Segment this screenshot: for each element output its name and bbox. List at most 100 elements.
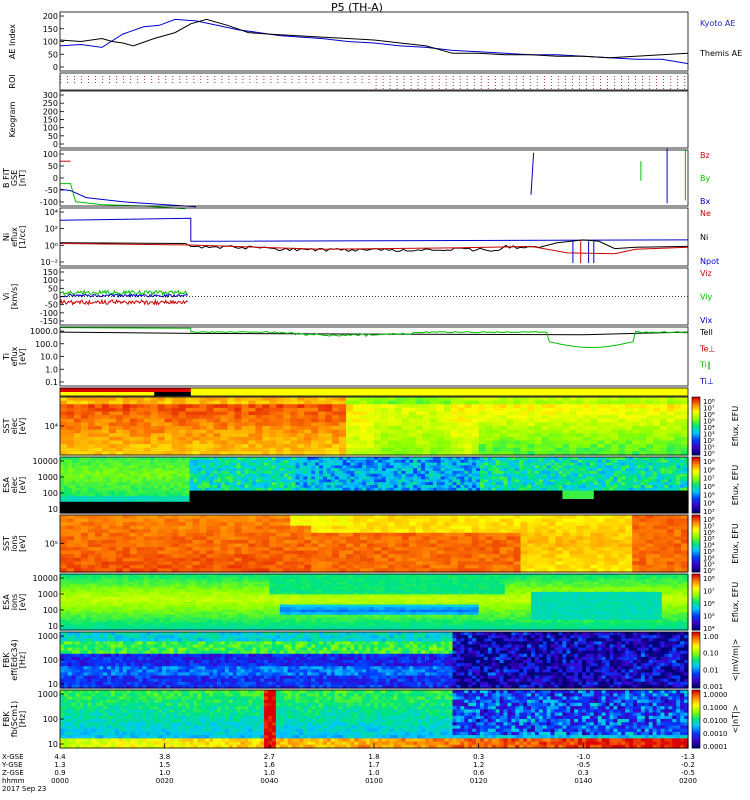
spectrogram-cell — [381, 487, 387, 492]
spectrogram-cell — [640, 457, 646, 461]
spectrogram-cell — [464, 436, 473, 442]
spectrogram-cell — [499, 418, 508, 423]
spectrogram-cell — [291, 465, 297, 469]
spectrogram-cell — [550, 473, 556, 478]
spectrogram-cell — [260, 485, 265, 489]
spectrogram-cell — [519, 501, 524, 506]
spectrogram-cell — [319, 462, 324, 466]
spectrogram-cell — [173, 485, 179, 489]
spectrogram-cell — [605, 473, 611, 478]
spectrogram-cell — [456, 504, 461, 508]
spectrogram-cell — [562, 397, 570, 402]
spectrogram-cell — [648, 473, 654, 478]
spectrogram-cell — [483, 468, 489, 472]
spectrogram-cell — [217, 487, 222, 492]
spectrogram-cell — [542, 496, 548, 500]
spectrogram-cell — [213, 487, 218, 492]
spectrogram-cell — [562, 407, 570, 413]
spectrogram-cell — [60, 515, 68, 520]
spectrogram-cell — [339, 404, 347, 409]
spectrogram-cell — [353, 440, 361, 445]
spectrogram-cell — [648, 496, 654, 500]
spectrogram-cell — [527, 485, 532, 489]
spectrogram-cell — [582, 465, 587, 469]
spectrogram-cell — [205, 490, 210, 494]
spectrogram-cell — [523, 499, 528, 503]
spectrogram-cell — [425, 482, 430, 486]
spectrogram-cell — [541, 400, 550, 405]
spectrogram-cell — [143, 404, 152, 409]
spectrogram-cell — [519, 473, 524, 478]
spectrogram-cell — [456, 482, 461, 486]
spectrogram-cell — [322, 510, 328, 514]
spectrogram-cell — [350, 507, 355, 511]
spectrogram-cell — [177, 476, 183, 480]
spectrogram-cell — [409, 507, 414, 511]
spectrogram-cell — [173, 471, 179, 475]
spectrogram-cell — [154, 504, 159, 508]
spectrogram-cell — [511, 487, 516, 492]
spectrogram-cell — [108, 429, 117, 434]
spectrogram-cell — [297, 400, 305, 405]
spectrogram-cell — [582, 457, 587, 461]
spectrogram-cell — [87, 499, 92, 503]
spectrogram-cell — [464, 457, 469, 461]
spectrogram-cell — [381, 482, 387, 486]
spectrogram-cell — [126, 507, 132, 511]
spectrogram-cell — [311, 471, 316, 475]
spectrogram-cell — [585, 468, 591, 472]
spectrogram-cell — [680, 468, 685, 472]
spectrogram-cell — [307, 471, 312, 475]
spectrogram-cell — [546, 490, 552, 494]
spectrogram-cell — [248, 444, 256, 449]
spectrogram-cell — [354, 468, 359, 472]
spectrogram-cell — [578, 459, 583, 464]
spectrogram-cell — [520, 418, 529, 423]
spectrogram-cell — [304, 429, 312, 434]
spectrogram-cell — [354, 501, 359, 506]
spectrogram-cell — [326, 490, 332, 494]
spectrogram-cell — [236, 476, 242, 480]
spectrogram-cell — [613, 479, 618, 483]
spectrogram-cell — [676, 510, 681, 514]
spectrogram-cell — [189, 468, 195, 472]
spectrogram-cell — [122, 426, 131, 431]
spectrogram-cell — [171, 557, 180, 562]
spectrogram-cell — [291, 471, 297, 475]
spectrogram-cell — [330, 482, 336, 486]
spectrogram-cell — [150, 444, 159, 449]
spectrogram-cell — [95, 499, 100, 503]
spectrogram-cell — [192, 415, 201, 420]
spectrogram-cell — [538, 465, 544, 469]
spectrogram-cell — [660, 426, 668, 431]
spectrogram-cell — [283, 436, 291, 442]
spectrogram-cell — [291, 496, 297, 500]
spectrogram-cell — [656, 459, 662, 464]
spectrogram-cell — [644, 507, 650, 511]
spectrogram-cell — [374, 459, 379, 464]
spectrogram-cell — [636, 465, 642, 469]
spectrogram-cell — [360, 397, 368, 402]
spectrogram-cell — [636, 459, 642, 464]
spectrogram-cell — [609, 462, 615, 466]
spectrogram-cell — [162, 459, 167, 464]
spectrogram-cell — [209, 479, 214, 483]
spectrogram-cell — [472, 490, 477, 494]
spectrogram-cell — [232, 457, 238, 461]
spectrogram-cell — [393, 459, 399, 464]
spectrogram-cell — [562, 440, 570, 445]
spectrogram-cell — [548, 426, 557, 431]
spectrogram-cell — [171, 543, 180, 548]
spectrogram-cell — [374, 407, 382, 413]
spectrogram-cell — [464, 490, 469, 494]
spectrogram-cell — [667, 397, 675, 402]
spectrogram-cell — [366, 471, 371, 475]
spectrogram-cell — [633, 459, 638, 464]
spectrogram-cell — [75, 482, 81, 486]
spectrogram-cell — [432, 501, 438, 506]
spectrogram-cell — [428, 499, 434, 503]
spectrogram-cell — [555, 436, 563, 442]
spectrogram-cell — [574, 487, 579, 492]
spectrogram-cell — [499, 433, 508, 438]
spectrogram-cell — [428, 459, 434, 464]
